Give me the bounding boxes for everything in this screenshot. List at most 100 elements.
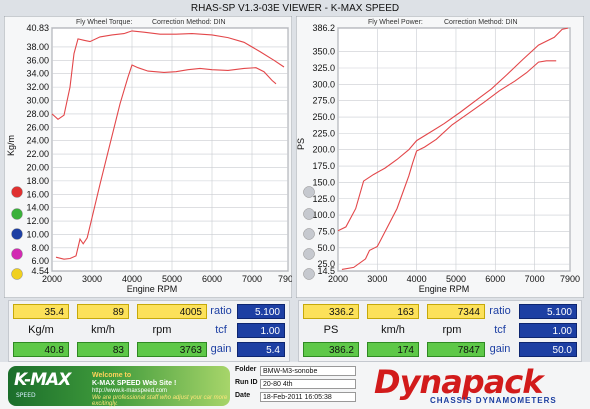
power-ytick-label: 350.0 — [312, 47, 335, 57]
power-speed-unit-label: km/h — [381, 324, 405, 336]
power-readout-panel: 336.2 163 7344 ratio 5.100 PS km/h rpm t… — [298, 300, 582, 362]
torque-curve-color-dot — [11, 228, 23, 240]
power-ytick-label: 75.0 — [317, 226, 335, 236]
torque-header-label: Fly Wheel Torque: — [76, 19, 132, 26]
torque-curve-color-dot — [11, 268, 23, 280]
power-chart-svg: Fly Wheel Power: Correction Method: DIN … — [296, 16, 584, 298]
power-correction-label: Correction Method: DIN — [444, 19, 518, 26]
power-curve-color-dot — [303, 268, 315, 280]
ratio-input[interactable]: 5.100 — [237, 304, 285, 319]
torque-ytick-label: 22.00 — [26, 149, 49, 159]
power-ytick-label: 325.0 — [312, 63, 335, 73]
tcf-label: tcf — [215, 324, 227, 336]
speed-max-value: 83 — [77, 342, 129, 357]
torque-curve-color-dot — [11, 186, 23, 198]
torque-ytick-label: 4.54 — [31, 266, 49, 276]
power-ratio-input[interactable]: 5.100 — [519, 304, 577, 319]
banner-url: http://www.k-maxspeed.com — [92, 388, 168, 394]
power-ytick-label: 300.0 — [312, 79, 335, 89]
power-current-value: 336.2 — [303, 304, 359, 319]
power-ytick-label: 275.0 — [312, 96, 335, 106]
torque-unit-label: Kg/m — [28, 324, 54, 336]
power-curve-color-dot — [303, 248, 315, 260]
run-info: Folder BMW-M3-sonobe Run ID 20-80 4th Da… — [235, 366, 365, 406]
date-field[interactable]: 18-Feb-2011 16:05:38 — [260, 392, 356, 402]
power-ytick-label: 200.0 — [312, 145, 335, 155]
power-xtick-label: 5000 — [446, 274, 466, 284]
torque-curve-color-dot — [11, 208, 23, 220]
power-xtick-label: 7000 — [525, 274, 545, 284]
gain-label: gain — [210, 343, 232, 355]
banner-welcome: Welcome to — [92, 372, 132, 379]
tcf-input[interactable]: 1.00 — [237, 323, 285, 338]
power-xtick-label: 4000 — [407, 274, 427, 284]
power-tcf-input[interactable]: 1.00 — [519, 323, 577, 338]
power-rpm-unit-label: rpm — [442, 324, 462, 336]
power-rpm-current-value: 7344 — [427, 304, 485, 319]
power-ylabel: PS — [296, 138, 306, 150]
torque-xtick-label: 7900 — [278, 274, 292, 284]
torque-ytick-label: 18.00 — [26, 176, 49, 186]
torque-xlabel: Engine RPM — [127, 284, 178, 294]
torque-ylabel: Kg/m — [6, 135, 16, 156]
power-chart: Fly Wheel Power: Correction Method: DIN … — [296, 16, 584, 298]
power-xtick-label: 6000 — [485, 274, 505, 284]
power-series-line-2 — [341, 60, 557, 270]
torque-ytick-label: 16.00 — [26, 189, 49, 199]
folder-label: Folder — [235, 366, 257, 373]
power-ytick-label: 50.0 — [317, 243, 335, 253]
torque-chart-svg: Fly Wheel Torque: Correction Method: DIN… — [4, 16, 292, 298]
runid-label: Run ID — [235, 379, 258, 386]
torque-curve-color-dot — [11, 248, 23, 260]
rpm-current-value: 4005 — [137, 304, 207, 319]
power-ytick-label: 125.0 — [312, 194, 335, 204]
power-gain-input[interactable]: 50.0 — [519, 342, 577, 357]
torque-ytick-label: 6.00 — [31, 256, 49, 266]
runid-field[interactable]: 20-80 4th — [260, 379, 356, 389]
banner-site-title: K-MAX SPEED Web Site ! — [92, 380, 177, 387]
gain-input[interactable]: 5.4 — [237, 342, 285, 357]
power-ytick-label: 386.2 — [312, 23, 335, 33]
torque-ytick-label: 12.00 — [26, 216, 49, 226]
power-ytick-label: 25.0 — [317, 259, 335, 269]
ratio-label: ratio — [210, 305, 232, 317]
torque-ytick-label: 14.00 — [26, 203, 49, 213]
power-xtick-label: 2000 — [328, 274, 348, 284]
speed-unit-label: km/h — [91, 324, 115, 336]
torque-series-line-1 — [51, 30, 285, 120]
dynapack-wordmark: Dynapack — [374, 363, 544, 401]
torque-ytick-label: 8.00 — [31, 243, 49, 253]
torque-ytick-label: 24.00 — [26, 136, 49, 146]
torque-ytick-label: 36.00 — [26, 55, 49, 65]
power-ytick-label: 225.0 — [312, 128, 335, 138]
torque-ytick-label: 32.00 — [26, 82, 49, 92]
footer: K-MAX SPEED Welcome to K-MAX SPEED Web S… — [0, 362, 590, 409]
kmax-banner-link[interactable]: K-MAX SPEED Welcome to K-MAX SPEED Web S… — [8, 366, 230, 407]
dynapack-subtitle: CHASSIS DYNAMOMETERS — [430, 396, 557, 405]
folder-field[interactable]: BMW-M3-sonobe — [260, 366, 356, 376]
power-header-label: Fly Wheel Power: — [368, 19, 423, 26]
power-curve-color-dot — [303, 228, 315, 240]
power-gain-label: gain — [489, 343, 511, 355]
torque-max-value: 40.8 — [13, 342, 69, 357]
kmax-logo: K-MAX — [14, 370, 71, 390]
torque-ytick-label: 10.00 — [26, 229, 49, 239]
power-unit-label: PS — [323, 324, 339, 336]
torque-ytick-label: 34.00 — [26, 69, 49, 79]
power-xtick-label: 7900 — [560, 274, 580, 284]
torque-ytick-label: 30.00 — [26, 96, 49, 106]
torque-ytick-label: 38.00 — [26, 42, 49, 52]
power-xtick-label: 3000 — [367, 274, 387, 284]
torque-xtick-label: 3000 — [82, 274, 102, 284]
torque-chart: Fly Wheel Torque: Correction Method: DIN… — [4, 16, 292, 298]
torque-current-value: 35.4 — [13, 304, 69, 319]
torque-series-line-2 — [55, 64, 277, 260]
torque-xtick-label: 2000 — [42, 274, 62, 284]
power-series-line-1 — [337, 27, 569, 232]
power-ytick-label: 250.0 — [312, 112, 335, 122]
date-label: Date — [235, 392, 251, 399]
torque-ytick-label: 20.00 — [26, 162, 49, 172]
power-tcf-label: tcf — [494, 324, 506, 336]
torque-ytick-label: 26.00 — [26, 122, 49, 132]
